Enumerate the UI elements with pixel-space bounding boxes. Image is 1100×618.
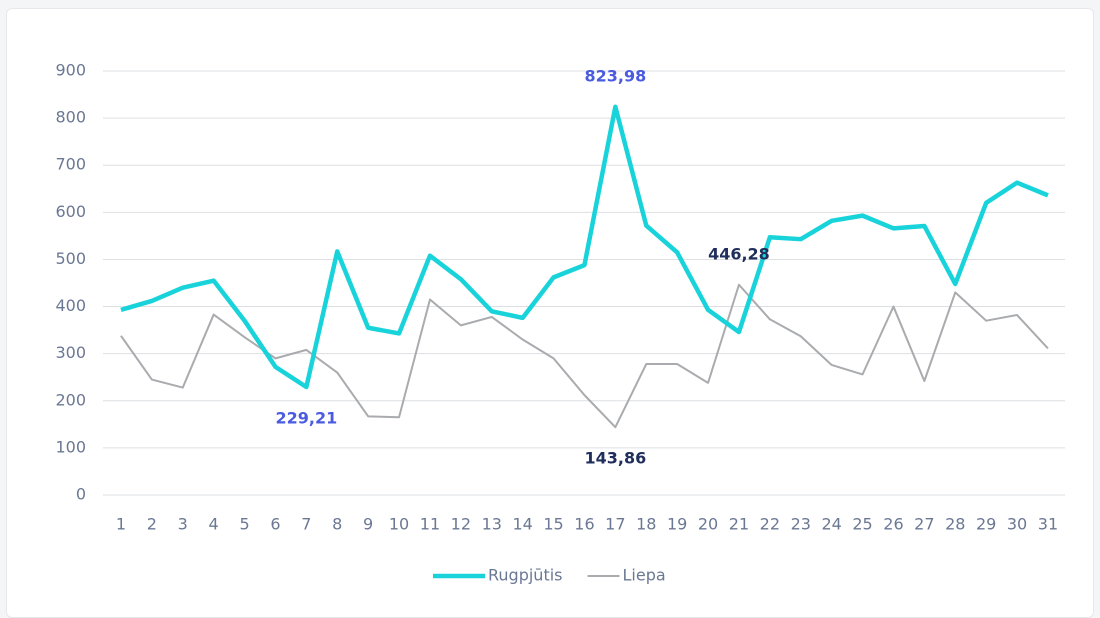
x-tick-label: 5 xyxy=(239,515,249,534)
x-tick-label: 21 xyxy=(729,515,749,534)
x-tick-label: 16 xyxy=(574,515,594,534)
x-tick-label: 29 xyxy=(976,515,996,534)
x-tick-label: 3 xyxy=(178,515,188,534)
y-tick-label: 900 xyxy=(55,61,86,80)
x-tick-label: 28 xyxy=(945,515,965,534)
x-tick-label: 6 xyxy=(270,515,280,534)
x-tick-label: 23 xyxy=(791,515,811,534)
x-tick-label: 7 xyxy=(301,515,311,534)
x-tick-label: 8 xyxy=(332,515,342,534)
x-tick-label: 24 xyxy=(821,515,841,534)
x-tick-label: 25 xyxy=(852,515,872,534)
data-label: 446,28 xyxy=(708,244,770,263)
y-tick-label: 200 xyxy=(55,390,86,409)
data-label: 229,21 xyxy=(275,409,337,428)
x-tick-label: 11 xyxy=(420,515,440,534)
y-tick-label: 400 xyxy=(55,296,86,315)
x-tick-label: 14 xyxy=(512,515,532,534)
x-tick-label: 22 xyxy=(760,515,780,534)
chart-card xyxy=(6,8,1094,618)
legend-label: Liepa xyxy=(623,566,666,585)
x-tick-label: 10 xyxy=(389,515,409,534)
x-tick-label: 13 xyxy=(482,515,502,534)
x-tick-label: 27 xyxy=(914,515,934,534)
y-tick-label: 100 xyxy=(55,437,86,456)
y-tick-label: 300 xyxy=(55,343,86,362)
data-label: 143,86 xyxy=(584,449,646,468)
x-tick-label: 26 xyxy=(883,515,903,534)
y-tick-label: 800 xyxy=(55,108,86,127)
y-tick-label: 0 xyxy=(76,485,86,504)
y-tick-label: 700 xyxy=(55,155,86,174)
x-tick-label: 30 xyxy=(1007,515,1027,534)
x-tick-label: 18 xyxy=(636,515,656,534)
x-tick-label: 31 xyxy=(1038,515,1058,534)
data-label: 823,98 xyxy=(584,66,646,85)
x-tick-label: 17 xyxy=(605,515,625,534)
line-series xyxy=(120,283,1049,429)
x-tick-label: 2 xyxy=(147,515,157,534)
x-tick-label: 4 xyxy=(209,515,219,534)
x-tick-label: 15 xyxy=(543,515,563,534)
x-tick-label: 20 xyxy=(698,515,718,534)
y-tick-label: 500 xyxy=(55,249,86,268)
x-tick-label: 9 xyxy=(363,515,373,534)
line-series xyxy=(120,104,1049,390)
x-tick-label: 12 xyxy=(451,515,471,534)
y-tick-label: 600 xyxy=(55,202,86,221)
x-tick-label: 19 xyxy=(667,515,687,534)
x-tick-label: 1 xyxy=(116,515,126,534)
legend-label: Rugpjūtis xyxy=(488,566,563,585)
